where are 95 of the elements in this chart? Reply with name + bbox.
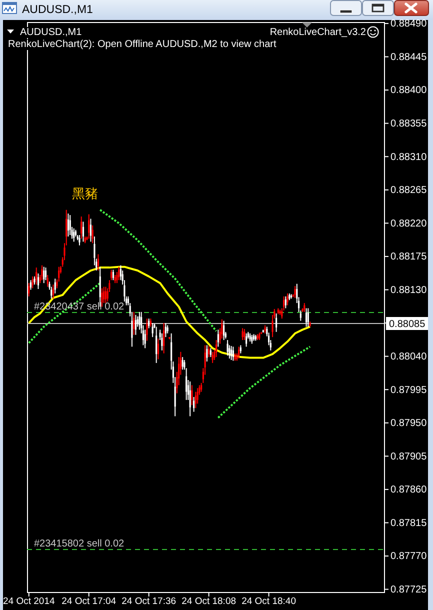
candlestick [148, 318, 150, 329]
candlestick [223, 320, 225, 341]
y-tick-label: 0.88220 [390, 218, 428, 230]
candlestick [138, 311, 140, 330]
candlestick [157, 338, 160, 360]
line-series [217, 346, 312, 419]
candlestick [88, 214, 90, 240]
candlestick [156, 326, 158, 364]
candlestick [305, 308, 308, 328]
candlestick [97, 254, 100, 272]
y-tick-label: 0.88040 [390, 352, 428, 363]
y-tick-label: 0.87950 [390, 418, 428, 430]
candlestick [164, 322, 166, 338]
y-tick-label: 0.87905 [390, 451, 428, 462]
ref-line-label: 0.88085 [389, 319, 426, 330]
candlestick [194, 391, 196, 409]
y-tick-label: 0.87995 [390, 384, 428, 396]
chart-title: AUDUSD.,M1 [22, 4, 93, 16]
candlestick [161, 332, 163, 351]
x-tick-label: 24 Oct 17:36 [122, 596, 176, 608]
candlestick [275, 312, 278, 332]
x-tick-label: 24 Oct 18:08 [182, 596, 236, 608]
candlestick [43, 266, 45, 284]
candlestick [206, 344, 208, 362]
y-tick-label: 0.88265 [390, 185, 428, 196]
candlestick [244, 328, 246, 341]
candlestick [120, 264, 122, 281]
candlestick [189, 380, 191, 417]
candlestick [28, 282, 30, 297]
annotation: 黑豬 [72, 187, 98, 202]
candlestick [52, 284, 54, 300]
candlestick [193, 396, 195, 412]
candlestick [69, 214, 71, 236]
candlestick [41, 264, 43, 281]
y-tick-label: 0.88445 [390, 52, 428, 63]
ref-line-label: #23415802 sell 0.02 [34, 538, 125, 550]
candlestick [134, 314, 137, 336]
candlestick [146, 318, 148, 342]
candlestick [90, 218, 92, 242]
y-tick-label: 0.88130 [390, 284, 428, 296]
candlestick [216, 340, 218, 358]
candlestick [217, 329, 219, 348]
candlestick [82, 221, 84, 242]
candlestick [230, 345, 232, 361]
y-tick-label: 0.87770 [390, 551, 428, 562]
candlestick [163, 322, 165, 354]
candlestick [242, 328, 244, 341]
candlestick [232, 346, 234, 362]
candlestick [103, 286, 105, 304]
y-tick-label: 0.88310 [390, 152, 428, 163]
y-tick-label: 0.88490 [390, 18, 428, 30]
annotation: RenkoLiveChart_v3.2 [270, 27, 366, 38]
candlestick [36, 267, 38, 286]
candlestick [238, 346, 240, 360]
candlestick [73, 228, 75, 242]
candlestick [67, 213, 70, 237]
annotation: AUDUSD.,M1 [20, 27, 82, 38]
y-tick-label: 0.87815 [390, 518, 428, 529]
y-tick-label: 0.87725 [390, 584, 428, 596]
candlestick [221, 318, 223, 340]
candlestick [226, 340, 228, 356]
candlestick [133, 311, 135, 336]
candlestick [80, 216, 82, 240]
x-tick-label: 24 Oct 17:04 [62, 596, 116, 608]
candlestick [144, 329, 146, 349]
candlestick [286, 292, 288, 306]
candlestick [110, 269, 112, 281]
candlestick [78, 234, 80, 246]
candlestick [116, 271, 118, 284]
candlestick [104, 286, 107, 304]
candlestick [182, 356, 184, 370]
y-tick-label: 0.88175 [390, 252, 428, 263]
candlestick [212, 351, 214, 364]
y-tick-label: 0.88400 [390, 85, 428, 96]
candlestick [307, 308, 309, 328]
candlestick [30, 280, 32, 290]
candlestick [112, 269, 114, 281]
y-tick-label: 0.87860 [390, 484, 428, 496]
candlestick [284, 296, 286, 309]
text: RenkoLiveChart(2): Open Offline AUDUSD.,M2 to view chart [8, 39, 276, 50]
candlestick [196, 388, 198, 404]
y-tick-label: 0.88355 [390, 118, 428, 130]
candlestick [32, 276, 34, 289]
line-series [28, 266, 312, 359]
candlestick [46, 274, 48, 288]
x-tick-label: 24 Oct 2014 [2, 596, 55, 608]
candlestick [208, 345, 210, 358]
candlestick [37, 272, 40, 290]
candlestick [191, 384, 193, 406]
candlestick [99, 266, 101, 308]
candlestick [44, 267, 47, 281]
candlestick [152, 322, 154, 338]
candlestick [294, 286, 296, 298]
candlestick [101, 288, 103, 308]
x-tick-label: 24 Oct 18:40 [242, 596, 296, 608]
